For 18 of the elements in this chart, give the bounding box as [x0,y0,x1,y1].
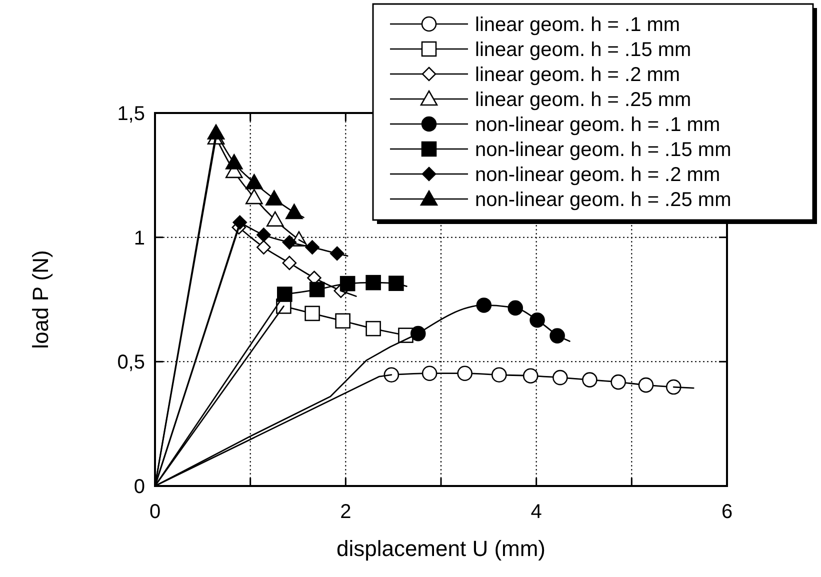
legend-label: non-linear geom. h = .2 mm [475,164,720,186]
legend-label: non-linear geom. h = .15 mm [475,139,732,161]
legend-label: non-linear geom. h = .25 mm [475,189,732,211]
x-tick-label: 2 [340,501,352,523]
x-tick-label: 4 [530,501,542,523]
legend-label: linear geom. h = .15 mm [475,39,692,61]
y-tick-label: 1,5 [117,103,145,125]
x-axis-title: displacement U (mm) [336,536,546,561]
legend-label: non-linear geom. h = .1 mm [475,114,720,136]
y-tick-label: 1 [134,227,145,250]
legend-label: linear geom. h = .25 mm [475,89,692,111]
x-tick-label: 0 [149,501,161,523]
y-tick-label: 0,5 [117,352,145,374]
y-tick-label: 0 [134,476,145,498]
legend-label: linear geom. h = .2 mm [475,64,680,86]
legend-label: linear geom. h = .1 mm [475,14,680,36]
x-tick-label: 6 [721,501,733,523]
y-axis-title: load P (N) [28,250,53,349]
